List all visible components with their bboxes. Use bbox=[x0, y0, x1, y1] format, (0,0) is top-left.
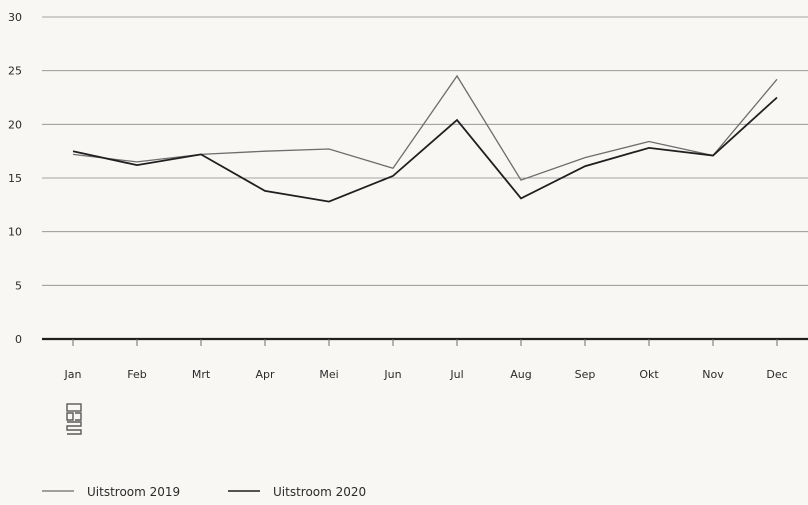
x-tick-label: Sep bbox=[575, 368, 596, 381]
x-tick-label: Jan bbox=[64, 368, 82, 381]
x-tick-label: Jul bbox=[449, 368, 463, 381]
x-tick-label: Apr bbox=[255, 368, 275, 381]
x-tick-label: Feb bbox=[127, 368, 146, 381]
x-tick-label: Okt bbox=[639, 368, 659, 381]
y-tick-label: 0 bbox=[15, 333, 22, 346]
y-tick-label: 5 bbox=[15, 279, 22, 292]
x-tick-label: Mrt bbox=[192, 368, 211, 381]
x-axis bbox=[42, 337, 808, 346]
series-line-1 bbox=[72, 74, 778, 181]
legend: Uitstroom 2019 Uitstroom 2020 bbox=[42, 485, 366, 499]
cbs-logo bbox=[66, 403, 82, 435]
x-tick-label: Dec bbox=[766, 368, 787, 381]
x-tick-label: Nov bbox=[702, 368, 724, 381]
y-tick-label: 10 bbox=[8, 226, 22, 239]
legend-label: Uitstroom 2019 bbox=[87, 485, 180, 499]
grid-lines bbox=[42, 16, 808, 286]
y-tick-label: 20 bbox=[8, 118, 22, 131]
x-axis-tick-labels: Jan Feb Mrt Apr Mei Jun Jul Aug Sep Okt Nov Dec bbox=[64, 368, 788, 381]
x-tick-label: Jun bbox=[383, 368, 401, 381]
x-tick-label: Mei bbox=[319, 368, 338, 381]
y-axis-tick-labels: 0 5 10 15 20 25 30 bbox=[8, 11, 22, 346]
y-tick-label: 30 bbox=[8, 11, 22, 24]
legend-label: Uitstroom 2020 bbox=[273, 485, 366, 499]
x-tick-label: Aug bbox=[510, 368, 531, 381]
series-lines bbox=[72, 74, 778, 203]
y-tick-label: 15 bbox=[8, 172, 22, 185]
y-tick-label: 25 bbox=[8, 65, 22, 78]
series-line-2 bbox=[72, 96, 778, 203]
